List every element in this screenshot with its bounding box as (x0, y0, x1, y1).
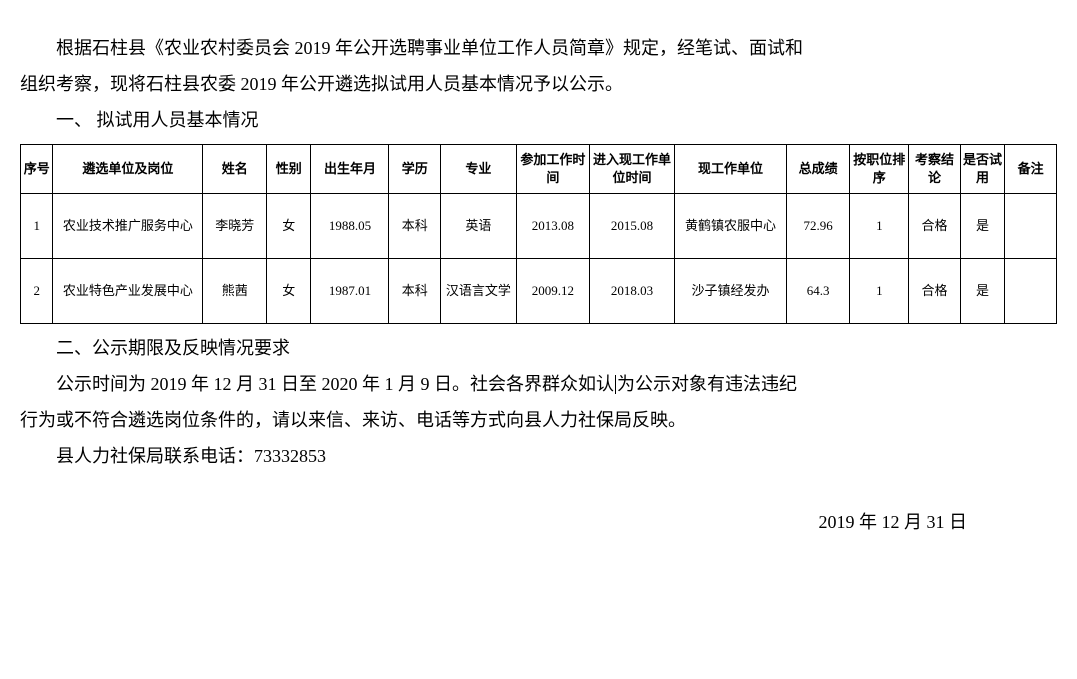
th-score: 总成绩 (786, 145, 850, 194)
cell-sex: 女 (267, 259, 311, 324)
cell-edu: 本科 (389, 259, 441, 324)
period-paragraph-line2: 行为或不符合遴选岗位条件的，请以来信、来访、电话等方式向县人力社保局反映。 (20, 402, 1057, 438)
cell-remark (1005, 259, 1057, 324)
cell-trial: 是 (960, 259, 1004, 324)
period-line1b: 为公示对象有违法违纪 (617, 374, 797, 394)
cell-exam: 合格 (909, 194, 961, 259)
th-seq: 序号 (21, 145, 53, 194)
section-1-heading: 一、 拟试用人员基本情况 (20, 102, 1057, 138)
cell-exam: 合格 (909, 259, 961, 324)
cell-birth: 1988.05 (311, 194, 389, 259)
cell-rank: 1 (850, 259, 909, 324)
th-join: 参加工作时间 (516, 145, 589, 194)
table-row: 2 农业特色产业发展中心 熊茜 女 1987.01 本科 汉语言文学 2009.… (21, 259, 1057, 324)
cell-work: 黄鹤镇农服中心 (675, 194, 787, 259)
cell-name: 熊茜 (203, 259, 267, 324)
date-line: 2019 年 12 月 31 日 (20, 504, 1057, 540)
contact-paragraph: 县人力社保局联系电话：73332853 (20, 438, 1057, 474)
cell-join: 2013.08 (516, 194, 589, 259)
th-name: 姓名 (203, 145, 267, 194)
cell-work: 沙子镇经发办 (675, 259, 787, 324)
cell-trial: 是 (960, 194, 1004, 259)
cell-seq: 1 (21, 194, 53, 259)
cell-remark (1005, 194, 1057, 259)
cell-score: 64.3 (786, 259, 850, 324)
personnel-table: 序号 遴选单位及岗位 姓名 性别 出生年月 学历 专业 参加工作时间 进入现工作… (20, 144, 1057, 324)
cell-join: 2009.12 (516, 259, 589, 324)
th-remark: 备注 (1005, 145, 1057, 194)
cell-unit: 农业技术推广服务中心 (53, 194, 203, 259)
table-header-row: 序号 遴选单位及岗位 姓名 性别 出生年月 学历 专业 参加工作时间 进入现工作… (21, 145, 1057, 194)
cell-name: 李晓芳 (203, 194, 267, 259)
table-row: 1 农业技术推广服务中心 李晓芳 女 1988.05 本科 英语 2013.08… (21, 194, 1057, 259)
th-sex: 性别 (267, 145, 311, 194)
cell-unit: 农业特色产业发展中心 (53, 259, 203, 324)
cell-edu: 本科 (389, 194, 441, 259)
th-exam: 考察结论 (909, 145, 961, 194)
th-work: 现工作单位 (675, 145, 787, 194)
cell-sex: 女 (267, 194, 311, 259)
cell-major: 汉语言文学 (441, 259, 517, 324)
cell-score: 72.96 (786, 194, 850, 259)
cell-enter: 2018.03 (589, 259, 674, 324)
th-major: 专业 (441, 145, 517, 194)
intro-paragraph-line1: 根据石柱县《农业农村委员会 2019 年公开选聘事业单位工作人员简章》规定，经笔… (20, 30, 1057, 66)
table-body: 1 农业技术推广服务中心 李晓芳 女 1988.05 本科 英语 2013.08… (21, 194, 1057, 324)
th-trial: 是否试用 (960, 145, 1004, 194)
th-birth: 出生年月 (311, 145, 389, 194)
period-line1a: 公示时间为 2019 年 12 月 31 日至 2020 年 1 月 9 日。社… (56, 374, 614, 394)
th-unit: 遴选单位及岗位 (53, 145, 203, 194)
section-2-heading: 二、公示期限及反映情况要求 (20, 330, 1057, 366)
cell-major: 英语 (441, 194, 517, 259)
cell-birth: 1987.01 (311, 259, 389, 324)
cell-rank: 1 (850, 194, 909, 259)
th-edu: 学历 (389, 145, 441, 194)
th-enter: 进入现工作单位时间 (589, 145, 674, 194)
period-paragraph-line1: 公示时间为 2019 年 12 月 31 日至 2020 年 1 月 9 日。社… (20, 366, 1057, 402)
cell-enter: 2015.08 (589, 194, 674, 259)
cell-seq: 2 (21, 259, 53, 324)
intro-paragraph-line2: 组织考察，现将石柱县农委 2019 年公开遴选拟试用人员基本情况予以公示。 (20, 66, 1057, 102)
th-rank: 按职位排序 (850, 145, 909, 194)
